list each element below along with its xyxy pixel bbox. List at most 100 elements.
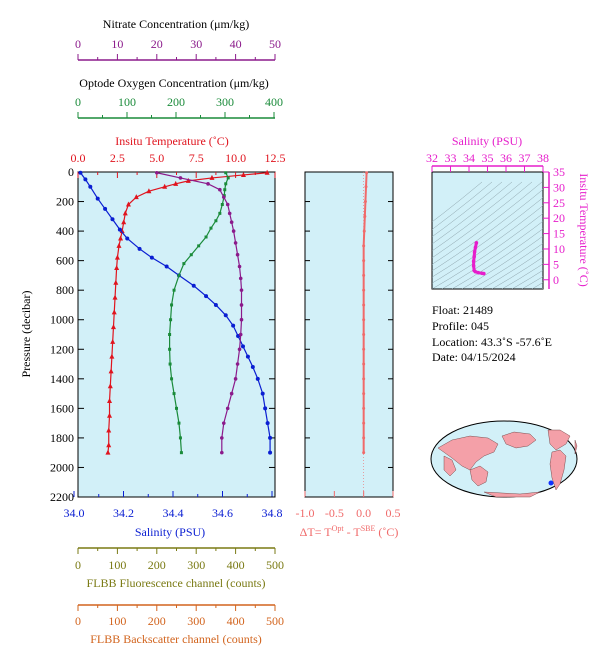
delta-tick-label: -1.0	[296, 506, 315, 520]
temperature-point	[240, 171, 246, 177]
temperature-axis-title: Insitu Temperature (˚C)	[115, 134, 229, 148]
salinity-point	[78, 170, 83, 175]
float-location-marker	[548, 480, 554, 486]
nitrate-tick-label: 50	[269, 37, 281, 51]
oxygen-tick-label: 100	[118, 95, 136, 109]
temperature-point	[107, 397, 113, 403]
delta-point	[362, 362, 366, 366]
fluorescence-tick-label: 200	[148, 558, 166, 572]
delta-point	[362, 288, 366, 292]
fluorescence-axis: 0 100 200 300 400 500 FLBB Fluorescence chann…	[75, 547, 284, 590]
temperature-tick-label: 0.0	[71, 151, 86, 165]
pressure-tick-label: 2000	[50, 460, 74, 474]
nitrate-point	[239, 303, 244, 307]
salinity-point	[191, 283, 196, 288]
density-contour	[432, 189, 543, 272]
density-contour	[432, 181, 543, 265]
salinity-point	[164, 264, 169, 269]
salinity-point	[240, 344, 245, 349]
pressure-axis-title: Pressure (decibar)	[19, 291, 33, 378]
salinity-point	[255, 376, 260, 381]
oxygen-point	[172, 392, 176, 396]
float-info: Float: 21489 Profile: 045 Location: 43.3…	[432, 303, 552, 364]
salinity-point	[110, 217, 115, 222]
temperature-point	[105, 449, 111, 455]
ts-plot-area	[431, 171, 544, 290]
nitrate-point	[237, 264, 242, 269]
salinity-point	[231, 323, 236, 328]
pressure-tick-label: 1200	[50, 342, 74, 356]
fluorescence-tick-label: 100	[108, 558, 126, 572]
salinity-point	[268, 450, 273, 455]
density-contour	[521, 276, 543, 289]
nitrate-point	[221, 195, 226, 199]
nitrate-point	[229, 220, 234, 225]
pressure-tick-label: 1000	[50, 313, 74, 327]
oxygen-tick-label: 400	[265, 95, 283, 109]
density-contour	[451, 228, 543, 289]
nitrate-point	[238, 332, 243, 337]
salinity-point	[103, 206, 108, 211]
density-contour	[432, 181, 503, 238]
nitrate-point	[220, 436, 224, 440]
oxygen-point	[218, 211, 222, 215]
delta-plot-area	[304, 171, 394, 498]
ts-point	[471, 259, 476, 264]
oxygen-axis: Optode Oxygen Concentration (μm/kg) 0 100…	[75, 76, 283, 119]
temperature-tick-label: 2.5	[110, 151, 125, 165]
ts-salinity-tick-label: 38	[537, 151, 549, 165]
density-contour	[531, 282, 543, 289]
salinity-tick-label: 34.6	[212, 506, 233, 520]
temperature-point	[264, 169, 270, 175]
temperature-point	[122, 210, 128, 216]
salinity-tick-label: 34.0	[64, 506, 85, 520]
ts-temperature-tick-label: 10	[553, 242, 565, 256]
delta-point	[362, 406, 366, 410]
oxygen-point	[182, 262, 186, 266]
oxygen-point	[178, 436, 182, 440]
ts-salinity-tick-label: 37	[519, 151, 531, 165]
float-id: Float: 21489	[432, 303, 493, 317]
profile-number: Profile: 045	[432, 319, 489, 333]
delta-point	[362, 436, 366, 440]
nitrate-point	[225, 406, 230, 411]
salinity-point	[125, 236, 130, 241]
ts-point	[473, 245, 478, 250]
backscatter-axis-title: FLBB Backscatter channel (counts)	[90, 632, 262, 646]
salinity-axis-title: Salinity (PSU)	[135, 525, 205, 539]
delta-point	[365, 171, 369, 175]
nitrate-tick-label: 40	[230, 37, 242, 51]
salinity-point	[137, 246, 142, 251]
temperature-point	[111, 309, 117, 315]
oxygen-point	[223, 188, 227, 192]
temperature-point	[108, 368, 114, 374]
salinity-tick-label: 34.2	[113, 506, 134, 520]
backscatter-tick-label: 0	[75, 614, 81, 628]
pressure-tick-label: 600	[56, 254, 74, 268]
nitrate-point	[239, 288, 244, 292]
salinity-tick-label: 34.8	[262, 506, 283, 520]
oxygen-point	[170, 303, 174, 307]
salinity-point	[149, 255, 154, 260]
oxygen-point	[220, 203, 224, 206]
ts-salinity-tick-label: 32	[426, 151, 438, 165]
temperature-point	[173, 180, 179, 186]
nitrate-point	[206, 182, 210, 186]
delta-point	[362, 273, 366, 277]
date: Date: 04/15/2024	[432, 350, 516, 364]
temperature-point	[118, 235, 124, 241]
pressure-tick-label: 2200	[50, 490, 74, 504]
delta-point	[362, 377, 366, 381]
delta-axis-title: ΔT= TOpt - TSBE (˚C)	[300, 524, 399, 539]
delta-tick-label: 0.0	[356, 506, 371, 520]
fluorescence-tick-label: 400	[227, 558, 245, 572]
ts-temperature-tick-label: 15	[553, 227, 565, 241]
backscatter-tick-label: 300	[187, 614, 205, 628]
salinity-tick-label: 34.4	[163, 506, 184, 520]
temperature-point	[114, 254, 120, 260]
temperature-point	[112, 294, 118, 300]
delta-tick-label: -0.5	[325, 506, 344, 520]
oxygen-point	[172, 288, 176, 292]
density-contour	[432, 213, 543, 289]
density-contour	[441, 220, 543, 289]
